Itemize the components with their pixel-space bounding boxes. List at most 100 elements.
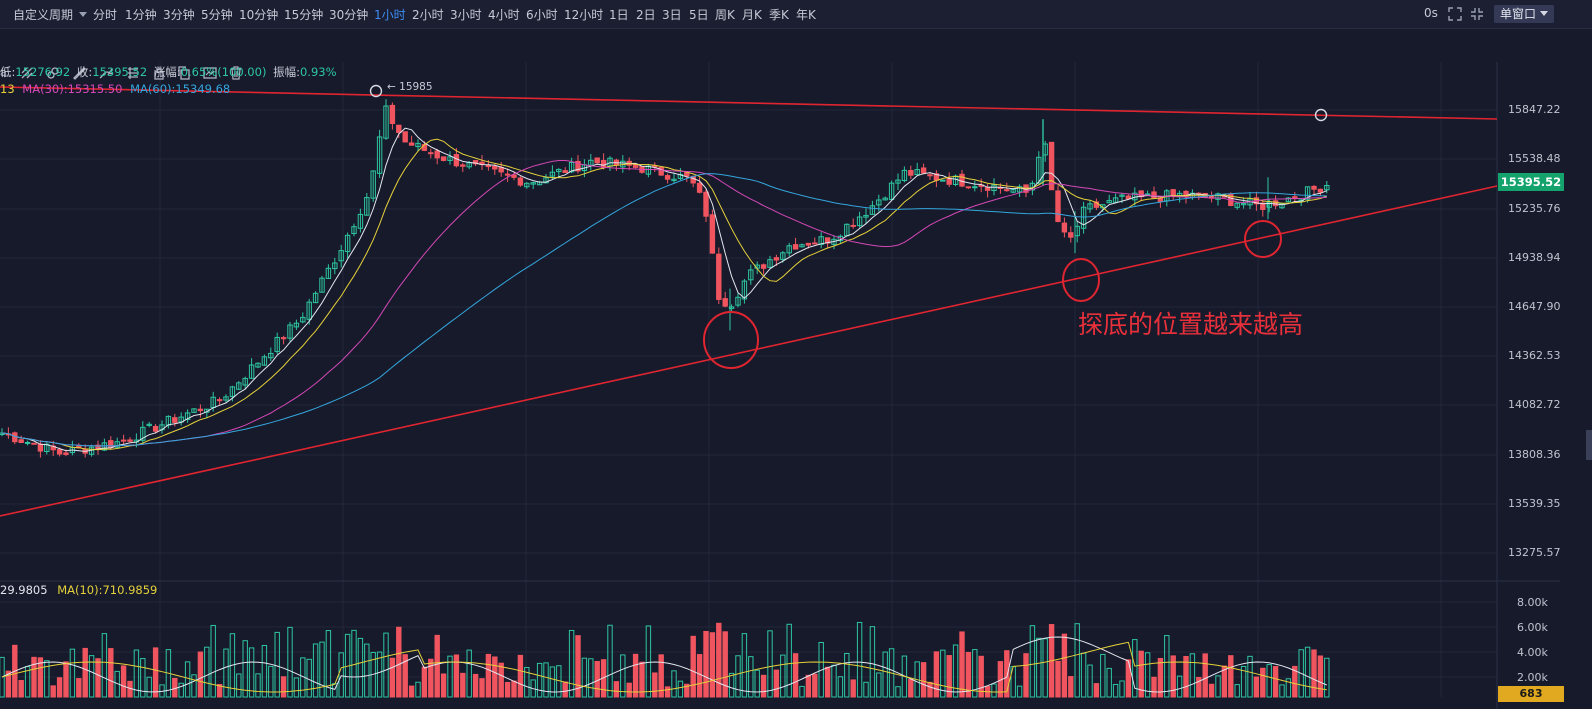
volume-bar bbox=[376, 651, 383, 698]
tf-6h[interactable]: 6小时 bbox=[526, 8, 558, 22]
candle-body bbox=[767, 259, 773, 268]
volume-bar bbox=[1228, 655, 1234, 698]
volume-bar bbox=[952, 644, 959, 698]
tf-month[interactable]: 月K bbox=[742, 8, 762, 22]
lock-icon[interactable] bbox=[152, 66, 166, 80]
volume-bar bbox=[440, 673, 447, 698]
tf-30min[interactable]: 30分钟 bbox=[329, 8, 369, 22]
tf-15min[interactable]: 15分钟 bbox=[284, 8, 324, 22]
candle-body bbox=[914, 169, 920, 176]
tf-5d[interactable]: 5日 bbox=[689, 8, 709, 22]
tf-week[interactable]: 周K bbox=[715, 8, 735, 22]
volume-bar bbox=[908, 679, 914, 698]
trend-line-tool-icon[interactable] bbox=[20, 66, 34, 80]
fullscreen-icon[interactable] bbox=[1448, 7, 1462, 21]
tf-quarter[interactable]: 季K bbox=[769, 8, 789, 22]
volume-bar bbox=[1208, 683, 1215, 698]
volume-bar bbox=[1304, 646, 1311, 698]
volume-bar bbox=[1036, 637, 1042, 698]
candle-body bbox=[1087, 203, 1093, 210]
volume-bar bbox=[389, 657, 396, 698]
tf-10min[interactable]: 10分钟 bbox=[239, 8, 279, 22]
candle-body bbox=[274, 336, 280, 353]
volume-bar bbox=[863, 681, 869, 698]
tf-2d[interactable]: 2日 bbox=[636, 8, 656, 22]
candle-body bbox=[287, 324, 293, 339]
candle-body bbox=[338, 250, 344, 262]
candle-body bbox=[1285, 197, 1292, 203]
window-mode-dropdown[interactable]: 单窗口 bbox=[1494, 5, 1554, 23]
volume-bar bbox=[850, 679, 856, 698]
candle-body bbox=[530, 182, 536, 185]
tf-year[interactable]: 年K bbox=[796, 8, 816, 22]
trash-icon[interactable] bbox=[229, 66, 243, 80]
price-axis-label: 13539.35 bbox=[1508, 497, 1561, 510]
volume-bar bbox=[786, 623, 792, 698]
volume-bar bbox=[223, 648, 229, 698]
chevron-down-icon bbox=[1540, 11, 1549, 16]
volume-bar bbox=[805, 674, 812, 698]
volume-bar bbox=[959, 631, 965, 698]
volume-bar bbox=[37, 657, 44, 698]
tf-4h[interactable]: 4小时 bbox=[488, 8, 520, 22]
tf-1min[interactable]: 1分钟 bbox=[125, 8, 157, 22]
volume-bar bbox=[82, 647, 88, 698]
volume-bar bbox=[978, 655, 984, 698]
tf-3min[interactable]: 3分钟 bbox=[163, 8, 195, 22]
candle-body bbox=[140, 426, 146, 441]
brush-tool-icon[interactable] bbox=[99, 66, 113, 80]
tf-12h[interactable]: 12小时 bbox=[564, 8, 604, 22]
volume-bar bbox=[735, 655, 741, 698]
volume-bar bbox=[5, 670, 12, 698]
text-tool-icon[interactable]: a bbox=[0, 66, 7, 79]
candle-body bbox=[728, 306, 735, 309]
candle-body bbox=[792, 244, 799, 250]
volume-bar bbox=[479, 678, 485, 698]
tf-5min[interactable]: 5分钟 bbox=[201, 8, 233, 22]
volume-bar bbox=[1080, 652, 1087, 698]
candle-body bbox=[991, 184, 997, 192]
volume-bar bbox=[696, 654, 703, 698]
volume-bar bbox=[562, 681, 568, 698]
candle-body bbox=[389, 104, 396, 124]
ohlc-readout: 低:15276.92 收:15395.52 涨幅:0.65%(100.00) 振… bbox=[0, 65, 337, 79]
candle-body bbox=[1215, 193, 1221, 200]
volume-bar bbox=[1164, 635, 1170, 698]
volume-bar bbox=[504, 681, 511, 698]
ruler-tool-icon[interactable] bbox=[72, 66, 86, 80]
candle-body bbox=[504, 173, 511, 176]
candle-body bbox=[1170, 189, 1176, 196]
volume-bar bbox=[639, 661, 645, 698]
volume-bar bbox=[1215, 675, 1221, 698]
candle-body bbox=[748, 269, 754, 281]
candle-body bbox=[658, 166, 664, 176]
tf-1h[interactable]: 1小时 bbox=[374, 8, 406, 22]
fibonacci-tool-icon[interactable] bbox=[126, 66, 140, 80]
copy-icon[interactable] bbox=[177, 66, 191, 80]
tf-1d[interactable]: 1日 bbox=[609, 8, 629, 22]
volume-bar bbox=[517, 654, 524, 698]
volume-bar bbox=[754, 669, 760, 698]
screenshot-icon[interactable] bbox=[203, 66, 217, 80]
volume-bar bbox=[1074, 623, 1080, 698]
volume-bar bbox=[1061, 633, 1068, 698]
volume-bar bbox=[204, 646, 210, 698]
price-axis-label: 13808.36 bbox=[1508, 448, 1561, 461]
volume-bar bbox=[543, 662, 549, 698]
tf-3d[interactable]: 3日 bbox=[662, 8, 682, 22]
low-marker-circle bbox=[1244, 220, 1282, 258]
candle-body bbox=[568, 161, 575, 173]
tf-3h[interactable]: 3小时 bbox=[450, 8, 482, 22]
channel-tool-icon[interactable] bbox=[46, 66, 60, 80]
candle-body bbox=[402, 131, 408, 143]
volume-bar bbox=[447, 655, 453, 698]
exit-fullscreen-icon[interactable] bbox=[1470, 7, 1484, 21]
volume-bar bbox=[255, 673, 261, 698]
volume-bar bbox=[338, 652, 344, 698]
tf-fenshi[interactable]: 分时 bbox=[93, 8, 118, 22]
custom-period-dropdown[interactable]: 自定义周期 bbox=[13, 6, 88, 23]
tf-2h[interactable]: 2小时 bbox=[412, 8, 444, 22]
low-marker-circle bbox=[703, 311, 759, 369]
ma30-line bbox=[1, 160, 1327, 447]
